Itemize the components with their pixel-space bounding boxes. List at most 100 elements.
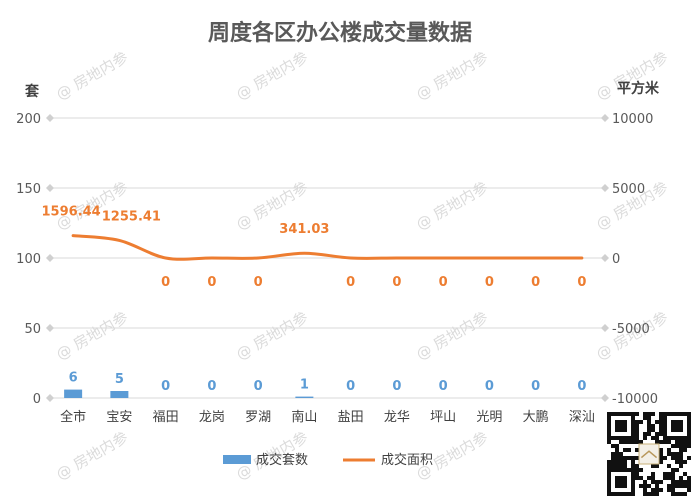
qr-module (631, 440, 635, 444)
qr-code-icon (607, 412, 691, 496)
qr-module (647, 416, 651, 420)
qr-module (679, 444, 683, 448)
qr-module (643, 480, 647, 484)
qr-module (635, 420, 639, 424)
qr-module (611, 452, 615, 456)
line-data-label: 0 (531, 275, 540, 290)
qr-module (667, 464, 671, 468)
qr-module (659, 480, 663, 484)
qr-module (687, 456, 691, 460)
qr-module (635, 436, 639, 440)
qr-module (675, 440, 679, 444)
qr-module (647, 424, 651, 428)
qr-module (679, 456, 683, 460)
qr-module (655, 464, 659, 468)
line-data-label: 341.03 (279, 222, 329, 237)
left-tick-label: 100 (16, 252, 41, 267)
qr-module (667, 484, 671, 488)
qr-module (659, 460, 663, 464)
qr-module (675, 468, 679, 472)
qr-module (667, 448, 671, 452)
qr-module (663, 476, 667, 480)
bar-data-label: 0 (254, 379, 263, 394)
left-tick-label: 50 (24, 322, 41, 337)
qr-module (651, 428, 655, 432)
category-label: 坪山 (430, 410, 456, 425)
bar-data-label: 0 (485, 379, 494, 394)
line-data-label: 0 (577, 275, 586, 290)
qr-module (619, 440, 623, 444)
bar-data-label: 0 (439, 379, 448, 394)
qr-module (671, 468, 675, 472)
right-axis-unit: 平方米 (617, 80, 660, 97)
category-labels: 全市 宝安 福田 龙岗 罗湖 南山 盐田 龙华 坪山 光明 大鹏 深汕 (60, 409, 595, 425)
bar-data-label: 1 (300, 378, 309, 393)
qr-logo (638, 443, 660, 465)
qr-module (611, 456, 615, 460)
watermark-text: @ 房地内参 (233, 48, 311, 103)
qr-module (651, 480, 655, 484)
qr-module (667, 476, 671, 480)
qr-module (679, 484, 683, 488)
qr-module (623, 456, 627, 460)
qr-module (651, 412, 655, 416)
bar-data-label: 0 (577, 379, 586, 394)
qr-module (643, 488, 647, 492)
qr-module (687, 484, 691, 488)
qr-module (627, 456, 631, 460)
line-data-label: 1596.44 (42, 205, 101, 220)
qr-module (627, 440, 631, 444)
qr-module (679, 492, 683, 496)
qr-module (647, 412, 651, 416)
category-label: 深汕 (569, 410, 595, 425)
qr-module (675, 456, 679, 460)
qr-module (659, 452, 663, 456)
qr-module (687, 480, 691, 484)
qr-module (683, 472, 687, 476)
qr-module (647, 432, 651, 436)
category-label: 大鹏 (523, 410, 549, 425)
qr-module (675, 460, 679, 464)
qr-module (675, 492, 679, 496)
qr-module (655, 440, 659, 444)
qr-module (635, 412, 639, 416)
qr-module (615, 448, 619, 452)
bar (110, 391, 129, 398)
qr-module (615, 452, 619, 456)
qr-module (659, 448, 663, 452)
qr-module (639, 476, 643, 480)
qr-module (615, 456, 619, 460)
qr-module (671, 452, 675, 456)
qr-module (659, 456, 663, 460)
legend-bar-swatch (223, 455, 251, 464)
left-axis-unit: 套 (25, 83, 39, 100)
bar-data-labels: 6 5 0 0 0 1 0 0 0 0 0 0 (69, 371, 587, 394)
qr-module (623, 440, 627, 444)
gridline-marker (46, 394, 54, 402)
qr-module (643, 484, 647, 488)
qr-module (611, 444, 615, 448)
qr-module (639, 420, 643, 424)
qr-module (679, 480, 683, 484)
watermark-text: @ 房地内参 (413, 308, 491, 363)
watermark-text: @ 房地内参 (53, 48, 131, 103)
qr-module (679, 448, 683, 452)
qr-module (643, 436, 647, 440)
qr-module (615, 464, 619, 468)
bar-series (64, 389, 314, 398)
legend-line-label: 成交面积 (381, 452, 433, 468)
bar-data-label: 5 (115, 372, 124, 387)
qr-module (635, 428, 639, 432)
qr-module (675, 452, 679, 456)
qr-module (671, 476, 675, 480)
qr-module (683, 440, 687, 444)
left-axis-ticks: 0 50 100 150 200 (16, 112, 41, 407)
qr-module (663, 440, 667, 444)
right-tick-label: -10000 (612, 392, 658, 407)
watermark-text: @ 房地内参 (413, 48, 491, 103)
qr-module (635, 472, 639, 476)
qr-logo-house (640, 450, 658, 459)
legend: 成交套数 成交面积 (223, 452, 433, 468)
qr-module (639, 484, 643, 488)
qr-module (679, 452, 683, 456)
